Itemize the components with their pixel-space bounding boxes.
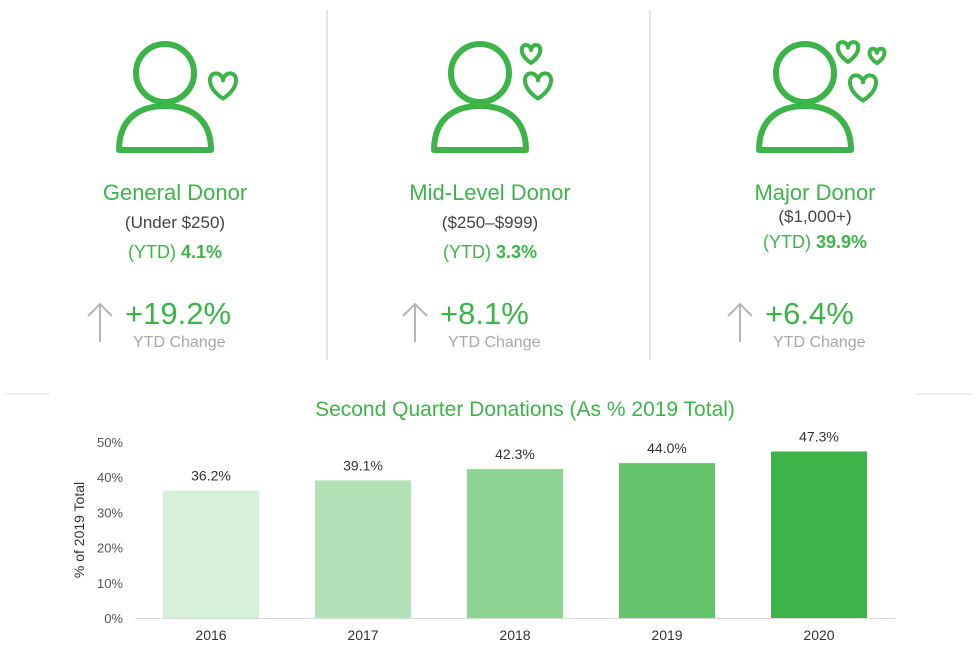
card-title: Major Donor	[754, 180, 876, 205]
data-label: 39.1%	[343, 457, 383, 473]
bar-chart: 0% 10% 20% 30% 40% 50% % of 2019 Total 36.2% 201…	[71, 429, 895, 643]
x-tick-label: 2017	[347, 627, 378, 643]
card-ytd: (YTD) 3.3%	[330, 242, 650, 263]
y-tick-label: 50%	[97, 435, 123, 450]
ytd-prefix: (YTD)	[762, 232, 811, 252]
y-tick-label: 20%	[97, 541, 123, 556]
card-ytd: (YTD) 39.9%	[655, 232, 975, 253]
ytd-value: 3.3%	[495, 242, 538, 262]
y-tick-label: 0%	[104, 611, 123, 626]
person-with-hearts-icon	[756, 40, 887, 153]
divider	[326, 10, 328, 360]
arrow-up-icon	[727, 302, 753, 342]
x-tick-label: 2020	[803, 627, 834, 643]
card-range: ($250–$999)	[441, 213, 539, 232]
card-ytd: (YTD) 4.1%	[15, 242, 335, 263]
data-label: 47.3%	[799, 429, 839, 445]
x-tick-label: 2018	[499, 627, 530, 643]
change-label: YTD Change	[773, 334, 866, 351]
change-value: +19.2%	[125, 296, 232, 331]
card-mid-level-donor: Mid-Level Donor ($250–$999) (YTD) 3.3% +…	[330, 0, 650, 360]
bar-2016	[163, 490, 259, 618]
data-label: 36.2%	[191, 468, 231, 484]
arrow-up-icon	[402, 302, 428, 342]
data-label: 44.0%	[647, 440, 687, 456]
card-range: (Under $250)	[124, 213, 226, 232]
change-value: +8.1%	[440, 296, 529, 331]
y-tick-label: 40%	[97, 470, 123, 485]
card-general-donor: General Donor (Under $250) (YTD) 4.1% +1…	[15, 0, 335, 360]
change-label: YTD Change	[448, 334, 541, 351]
bar-2018	[467, 469, 563, 618]
arrow-up-icon	[87, 302, 113, 342]
x-tick-label: 2016	[195, 627, 226, 643]
heart-icon	[519, 43, 543, 65]
bar-2019	[619, 463, 715, 618]
heart-icon	[835, 40, 861, 64]
person-with-hearts-icon	[431, 41, 553, 153]
y-axis-label: % of 2019 Total	[71, 482, 87, 578]
heart-icon	[523, 71, 553, 101]
heart-icon	[867, 46, 887, 66]
card-range: ($1,000+)	[778, 207, 852, 226]
chart-title: Second Quarter Donations (As % 2019 Tota…	[315, 398, 735, 421]
card-major-donor: Major Donor ($1,000+) (YTD) 39.9% +6.4% …	[655, 0, 975, 360]
divider	[649, 10, 651, 360]
y-tick-label: 30%	[97, 505, 123, 520]
ytd-value: 4.1%	[180, 242, 223, 262]
y-tick-label: 10%	[97, 576, 123, 591]
section-divider	[915, 393, 973, 395]
x-tick-label: 2019	[651, 627, 682, 643]
data-label: 42.3%	[495, 446, 535, 462]
card-title: Mid-Level Donor	[409, 180, 571, 205]
change-label: YTD Change	[133, 334, 226, 351]
change-value: +6.4%	[765, 296, 854, 331]
ytd-prefix: (YTD)	[442, 242, 491, 262]
ytd-value: 39.9%	[815, 232, 868, 252]
bar-2020	[771, 451, 867, 618]
bar-2017	[315, 480, 411, 618]
card-title: General Donor	[102, 180, 248, 205]
section-divider	[5, 393, 50, 395]
ytd-prefix: (YTD)	[127, 242, 176, 262]
heart-icon	[848, 73, 878, 103]
heart-icon	[208, 71, 238, 101]
person-with-heart-icon	[116, 41, 238, 153]
